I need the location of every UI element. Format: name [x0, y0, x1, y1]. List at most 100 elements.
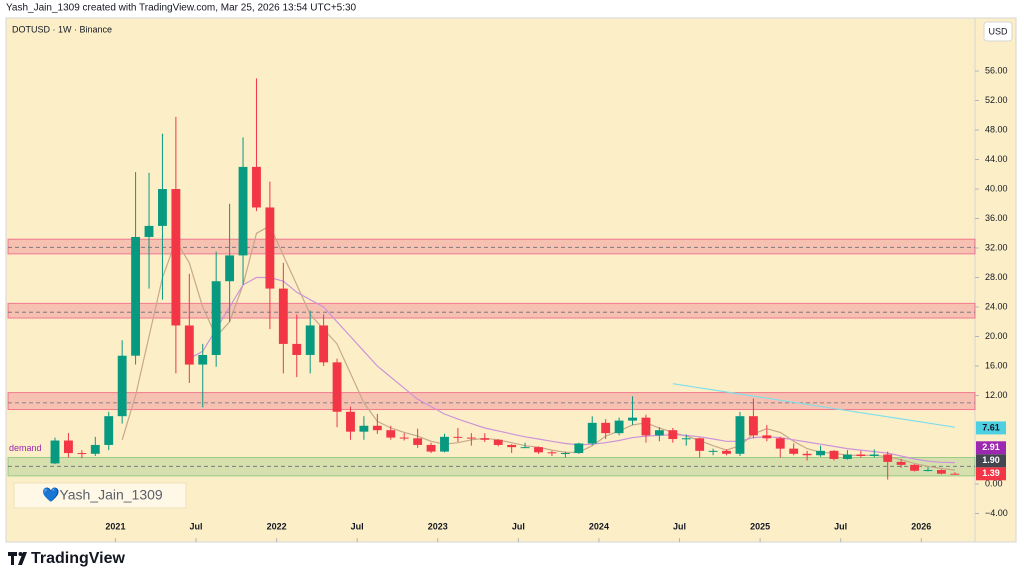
candle-body — [802, 453, 812, 456]
candle-body — [668, 430, 678, 440]
y-tick-label: 40.00 — [985, 183, 1008, 193]
x-tick-label: 2024 — [589, 521, 609, 531]
candle-body — [144, 225, 154, 237]
candle-body — [789, 448, 799, 454]
candle-body — [816, 450, 825, 456]
candle-body — [386, 430, 396, 438]
currency-box[interactable] — [983, 21, 1013, 42]
candle-body — [923, 470, 933, 472]
indicator-line — [189, 276, 955, 464]
candle-body — [158, 189, 167, 226]
x-tick-label: Jul — [190, 521, 203, 531]
candle-body — [641, 417, 651, 436]
candle-body — [748, 416, 758, 436]
candle-body — [654, 430, 664, 436]
x-tick-label: 2023 — [428, 521, 448, 531]
candle-body — [762, 435, 772, 439]
x-tick-label: 2021 — [105, 521, 125, 531]
candle-body — [614, 420, 624, 434]
candle-body — [480, 438, 490, 440]
candle-body — [346, 411, 355, 432]
price-tag-label: 2.91 — [982, 442, 1000, 452]
x-tick-label: Jul — [673, 521, 686, 531]
y-tick-label: −4.00 — [985, 508, 1008, 518]
candle-body — [265, 207, 275, 289]
candle-body — [64, 440, 73, 454]
candle-body — [184, 325, 194, 365]
candle-body — [225, 255, 235, 282]
candle-body — [681, 438, 691, 440]
candle-body — [131, 236, 141, 356]
candle-body — [883, 454, 893, 462]
brand: TradingView — [31, 550, 126, 567]
y-tick-label: 16.00 — [985, 360, 1008, 370]
candle-body — [332, 362, 342, 412]
indicator-line — [672, 383, 955, 428]
candle-body — [305, 325, 315, 355]
y-tick-label: 24.00 — [985, 301, 1008, 311]
candle-body — [574, 443, 584, 454]
x-tick-label: 2022 — [267, 521, 287, 531]
candle-body — [278, 288, 288, 344]
price-tag — [976, 421, 1006, 435]
price-tag — [976, 454, 1006, 468]
plot: demand — [7, 78, 976, 480]
price-tag-label: 1.39 — [982, 468, 1000, 478]
candle-body — [869, 454, 879, 457]
y-tick-label: 48.00 — [985, 124, 1008, 134]
candle-body — [695, 438, 705, 451]
zone — [7, 392, 976, 411]
x-tick-label: Jul — [351, 521, 364, 531]
candle-body — [413, 438, 423, 445]
candle-body — [198, 354, 208, 365]
price-tag — [976, 467, 1006, 481]
candle-body — [829, 450, 839, 459]
watermark-box — [13, 482, 187, 509]
candle-body — [735, 416, 745, 454]
candle-body — [534, 447, 543, 453]
y-tick-label: 44.00 — [985, 154, 1008, 164]
price-tag-label: 7.61 — [982, 422, 1000, 432]
candle-body — [90, 444, 100, 454]
chart-title: DOTUSD · 1W · Binance — [12, 24, 112, 34]
candle-body — [359, 425, 369, 432]
zone-label: demand — [9, 443, 42, 453]
candle-body — [292, 343, 302, 355]
candle-body — [628, 417, 637, 421]
candle-body — [896, 461, 906, 465]
candle-body — [936, 470, 946, 474]
candle-body — [252, 166, 261, 208]
candle-body — [587, 422, 597, 444]
candle-body — [50, 440, 60, 464]
candle-body — [856, 454, 866, 457]
candle-body — [399, 437, 409, 439]
candle-body — [171, 189, 181, 326]
candle-body — [775, 438, 785, 449]
candle-body — [520, 447, 530, 449]
candle-body — [950, 473, 960, 475]
y-tick-label: 52.00 — [985, 95, 1008, 105]
candle-body — [722, 450, 731, 454]
x-tick-label: Jul — [834, 521, 847, 531]
caption: Yash_Jain_1309 created with TradingView.… — [6, 3, 357, 14]
y-tick-label: 20.00 — [985, 331, 1008, 341]
candle-body — [372, 425, 382, 431]
candle-body — [466, 437, 476, 439]
watermark: 💙Yash_Jain_1309 — [42, 487, 163, 503]
y-tick-label: 36.00 — [985, 213, 1008, 223]
candle-body — [77, 453, 87, 455]
candle-body — [319, 325, 329, 363]
candle-body — [104, 416, 114, 445]
candle-body — [708, 450, 718, 452]
currency[interactable]: USD — [988, 26, 1008, 36]
brand-logo — [8, 552, 27, 565]
candle-body — [493, 439, 503, 445]
x-tick-label: 2026 — [911, 521, 931, 531]
y-tick-label: 32.00 — [985, 242, 1008, 252]
candle-body — [117, 355, 127, 417]
y-tick-label: 12.00 — [985, 390, 1008, 400]
y-tick-label: 0.00 — [985, 478, 1003, 488]
candle-body — [842, 454, 852, 459]
